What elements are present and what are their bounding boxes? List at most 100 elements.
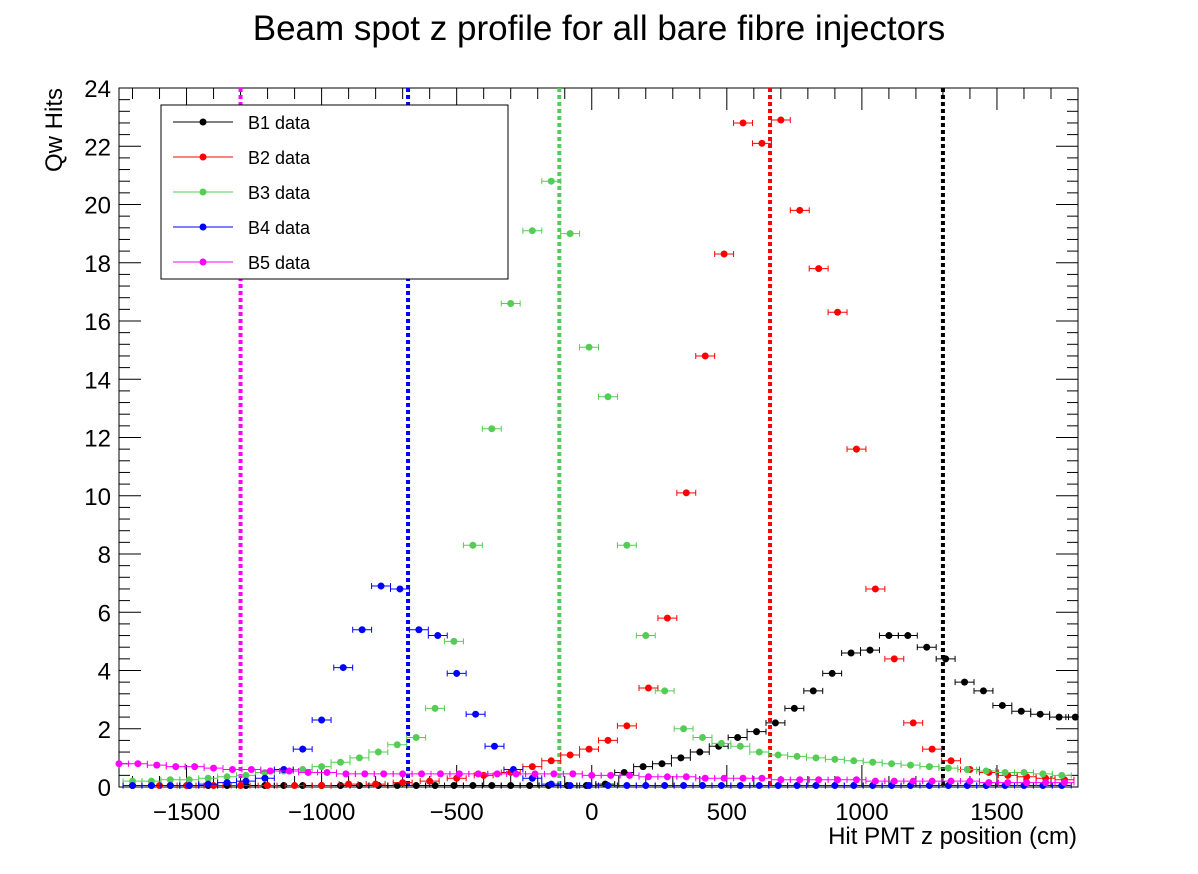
data-point [345, 780, 353, 788]
data-point [185, 776, 193, 784]
data-point [947, 757, 955, 765]
data-point [942, 655, 950, 663]
data-point [585, 745, 593, 753]
data-point [850, 757, 858, 765]
data-point [923, 643, 931, 651]
data-point [412, 733, 420, 741]
data-point [663, 773, 671, 781]
data-point [528, 227, 536, 235]
data-point [450, 637, 458, 645]
data-point [644, 773, 652, 781]
data-point [474, 770, 482, 778]
y-tick-label: 20 [84, 193, 111, 220]
x-tick-label: 1000 [835, 799, 888, 826]
legend-label: B1 data [248, 113, 311, 133]
data-point [299, 766, 307, 774]
data-point [623, 782, 631, 790]
data-point [436, 770, 444, 778]
y-tick-label: 4 [98, 659, 111, 686]
data-point [834, 776, 842, 784]
data-point [717, 739, 725, 747]
data-point [191, 763, 199, 771]
data-point [337, 758, 345, 766]
data-point [717, 782, 725, 790]
data-point [720, 774, 728, 782]
data-point [790, 704, 798, 712]
data-point [852, 445, 860, 453]
data-point [623, 541, 631, 549]
data-point [623, 722, 631, 730]
data-point [493, 770, 501, 778]
data-point [869, 758, 877, 766]
data-point [909, 719, 917, 727]
y-axis-label: Qw Hits [41, 88, 68, 172]
legend-label: B4 data [248, 218, 311, 238]
y-tick-label: 18 [84, 251, 111, 278]
data-point [264, 782, 272, 790]
data-point [639, 763, 647, 771]
data-point [774, 782, 782, 790]
data-point [547, 177, 555, 185]
data-point [415, 626, 423, 634]
data-point [488, 782, 496, 790]
data-point [701, 774, 709, 782]
data-point [985, 779, 993, 787]
data-point [626, 771, 634, 779]
data-point [642, 632, 650, 640]
legend-marker [199, 223, 207, 231]
data-point [607, 771, 615, 779]
data-point [285, 767, 293, 775]
data-point [115, 760, 123, 768]
data-point [831, 755, 839, 763]
data-point [890, 655, 898, 663]
data-point [944, 764, 952, 772]
data-point [153, 761, 161, 769]
data-point [998, 701, 1006, 709]
data-point [1071, 713, 1079, 721]
x-tick-label: −1000 [288, 799, 355, 826]
data-point [185, 782, 193, 790]
data-point [736, 742, 744, 750]
legend-label: B2 data [248, 148, 311, 168]
data-point [1004, 779, 1012, 787]
data-point [734, 733, 742, 741]
data-point [928, 777, 936, 785]
data-point [771, 719, 779, 727]
data-point [399, 779, 407, 787]
data-point [796, 776, 804, 784]
data-point [1055, 713, 1063, 721]
y-tick-label: 24 [84, 76, 111, 103]
data-point [736, 782, 744, 790]
data-point [526, 782, 534, 790]
data-point [399, 770, 407, 778]
series-2 [122, 116, 1075, 790]
data-point [237, 782, 245, 790]
data-point [434, 632, 442, 640]
data-point [699, 733, 707, 741]
data-point [604, 736, 612, 744]
legend-entry: B5 data [173, 253, 311, 273]
data-point [777, 116, 785, 124]
legend-marker [199, 153, 207, 161]
data-point [396, 585, 404, 593]
data-point [720, 250, 728, 258]
data-point [172, 763, 180, 771]
data-point [755, 782, 763, 790]
data-point [377, 582, 385, 590]
data-point [204, 774, 212, 782]
x-tick-label: 1500 [970, 799, 1023, 826]
data-point [812, 782, 820, 790]
data-point [847, 649, 855, 657]
data-point [758, 774, 766, 782]
data-point [380, 770, 388, 778]
x-tick-label: 0 [585, 799, 598, 826]
data-point [979, 687, 987, 695]
data-point [677, 754, 685, 762]
data-point [147, 782, 155, 790]
series-4 [122, 582, 1072, 790]
data-point [266, 767, 274, 775]
data-point [393, 741, 401, 749]
data-point [682, 489, 690, 497]
y-tick-label: 22 [84, 134, 111, 161]
legend-marker [199, 258, 207, 266]
